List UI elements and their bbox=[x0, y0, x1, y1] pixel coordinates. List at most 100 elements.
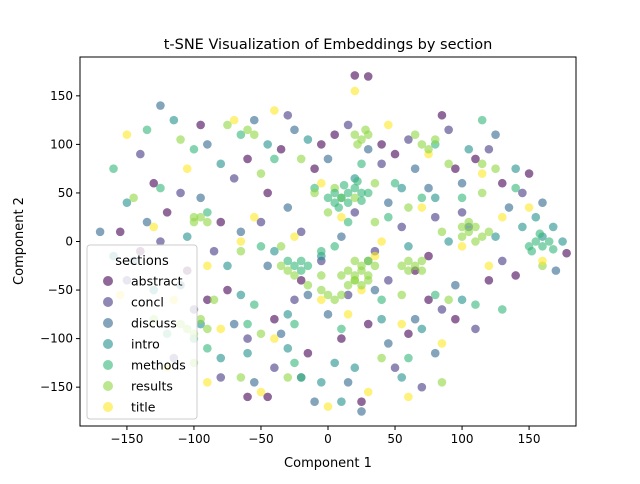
data-point-results bbox=[196, 212, 205, 222]
data-point-results bbox=[236, 373, 246, 382]
data-point-concl bbox=[256, 217, 266, 227]
data-point-methods bbox=[357, 159, 366, 169]
legend-title: sections bbox=[115, 254, 169, 269]
data-point-discuss bbox=[430, 348, 440, 358]
y-tick-label: 150 bbox=[50, 89, 73, 103]
data-point-discuss bbox=[491, 130, 500, 139]
data-point-methods bbox=[203, 344, 212, 353]
data-point-intro bbox=[236, 290, 246, 300]
data-point-concl bbox=[296, 227, 306, 237]
x-tick-label: 150 bbox=[518, 432, 541, 446]
data-point-concl bbox=[430, 212, 440, 222]
data-point-results bbox=[223, 120, 232, 130]
data-point-methods bbox=[337, 193, 346, 203]
data-point-title bbox=[404, 392, 413, 402]
data-point-abstract bbox=[390, 149, 400, 159]
legend-label-discuss: discuss bbox=[131, 316, 177, 331]
data-point-methods bbox=[109, 164, 118, 173]
data-point-methods bbox=[353, 176, 362, 186]
data-point-intro bbox=[417, 324, 427, 334]
data-point-abstract bbox=[316, 140, 326, 149]
data-point-methods bbox=[256, 242, 266, 251]
data-point-title bbox=[149, 222, 159, 232]
data-point-discuss bbox=[249, 115, 259, 125]
data-point-methods bbox=[350, 183, 360, 193]
data-point-methods bbox=[343, 198, 353, 207]
data-point-intro bbox=[216, 353, 226, 363]
data-point-abstract bbox=[363, 72, 373, 81]
data-point-methods bbox=[203, 208, 212, 217]
data-point-methods bbox=[343, 188, 353, 198]
data-point-concl bbox=[384, 276, 393, 285]
data-point-concl bbox=[136, 149, 145, 159]
legend-marker-intro bbox=[103, 339, 113, 349]
x-tick-label: −50 bbox=[248, 432, 273, 446]
points-layer bbox=[95, 71, 571, 416]
data-point-intro bbox=[404, 242, 413, 251]
data-point-results bbox=[276, 242, 286, 251]
legend-box bbox=[86, 244, 198, 420]
data-point-results bbox=[316, 285, 326, 295]
data-point-methods bbox=[156, 183, 165, 193]
data-point-intro bbox=[518, 222, 527, 232]
data-point-discuss bbox=[310, 397, 319, 407]
data-point-results bbox=[457, 232, 467, 241]
data-point-abstract bbox=[471, 154, 480, 164]
data-point-results bbox=[196, 314, 205, 324]
data-point-intro bbox=[377, 314, 386, 324]
data-point-results bbox=[337, 271, 346, 280]
data-point-intro bbox=[464, 144, 474, 154]
data-point-intro bbox=[270, 246, 279, 256]
data-point-discuss bbox=[457, 178, 467, 188]
data-point-concl bbox=[377, 159, 386, 169]
data-point-concl bbox=[350, 208, 360, 217]
x-tick-label: 50 bbox=[387, 432, 402, 446]
data-point-concl bbox=[497, 256, 507, 266]
data-point-title bbox=[384, 120, 393, 130]
data-point-methods bbox=[189, 144, 199, 154]
legend-label-methods: methods bbox=[131, 358, 186, 373]
data-point-discuss bbox=[538, 198, 547, 207]
data-point-discuss bbox=[504, 203, 514, 212]
data-point-abstract bbox=[243, 392, 252, 402]
data-point-concl bbox=[290, 295, 299, 305]
data-point-intro bbox=[548, 222, 558, 232]
data-point-results bbox=[477, 232, 487, 241]
data-point-concl bbox=[343, 290, 353, 300]
data-point-concl bbox=[270, 363, 279, 373]
data-point-concl bbox=[417, 382, 427, 392]
data-point-abstract bbox=[363, 319, 373, 329]
legend-marker-methods bbox=[103, 360, 113, 370]
data-point-methods bbox=[243, 319, 252, 329]
data-point-discuss bbox=[323, 154, 333, 164]
data-point-results bbox=[361, 125, 370, 135]
data-point-methods bbox=[283, 256, 293, 266]
data-point-results bbox=[256, 329, 266, 339]
data-point-discuss bbox=[384, 198, 393, 207]
data-point-discuss bbox=[276, 329, 286, 339]
data-point-abstract bbox=[149, 178, 159, 188]
data-point-abstract bbox=[377, 140, 386, 149]
data-point-abstract bbox=[451, 314, 460, 324]
data-point-methods bbox=[249, 300, 259, 309]
data-point-intro bbox=[457, 295, 467, 305]
data-point-results bbox=[296, 154, 306, 164]
data-point-title bbox=[316, 178, 326, 188]
data-point-results bbox=[256, 169, 266, 178]
data-point-results bbox=[363, 256, 373, 266]
data-point-methods bbox=[417, 193, 427, 203]
data-point-abstract bbox=[203, 295, 212, 305]
data-point-results bbox=[350, 193, 360, 203]
data-point-title bbox=[457, 242, 467, 251]
data-point-results bbox=[283, 373, 293, 382]
data-point-results bbox=[276, 261, 286, 271]
data-point-results bbox=[444, 295, 453, 305]
data-point-abstract bbox=[330, 130, 340, 139]
data-point-methods bbox=[270, 154, 279, 164]
data-point-results bbox=[471, 237, 480, 246]
data-point-title bbox=[497, 212, 507, 222]
data-point-methods bbox=[290, 261, 299, 271]
data-point-intro bbox=[337, 397, 346, 407]
data-point-concl bbox=[437, 305, 447, 314]
data-point-concl bbox=[176, 188, 185, 198]
